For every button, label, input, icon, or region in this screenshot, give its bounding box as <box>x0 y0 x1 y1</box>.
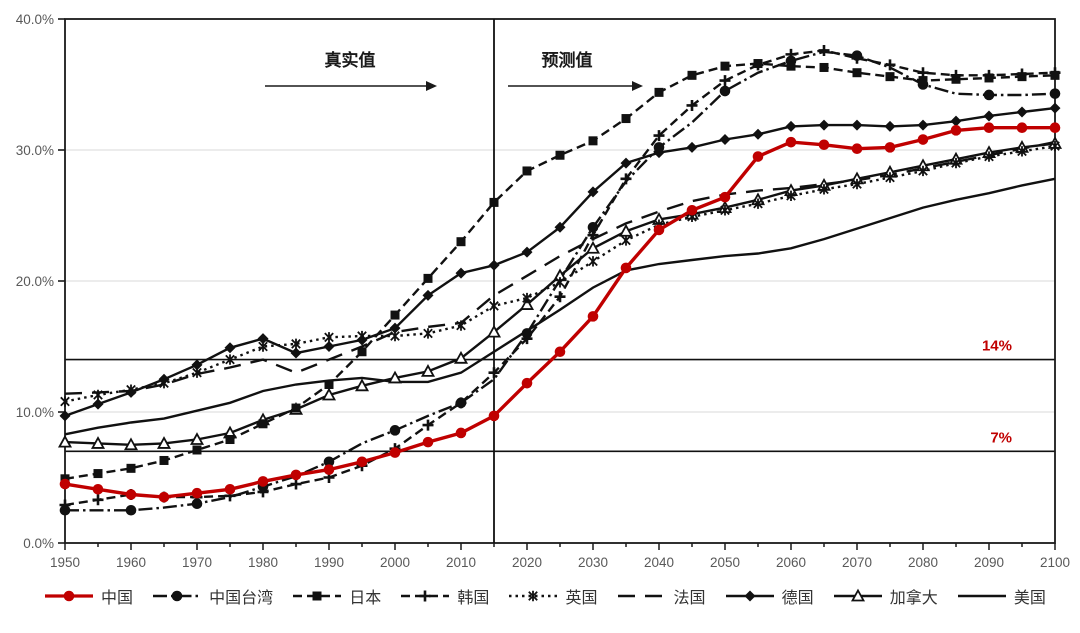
x-axis-label: 2020 <box>512 555 542 570</box>
y-axis-label: 10.0% <box>16 405 54 420</box>
x-axis-label: 2080 <box>908 555 938 570</box>
legend-item-日本: 日本 <box>292 584 381 608</box>
y-axis-label: 20.0% <box>16 274 54 289</box>
legend-label: 日本 <box>349 590 382 607</box>
series-markers-德国 <box>59 102 1061 422</box>
legend-item-中国台湾: 中国台湾 <box>152 584 273 608</box>
actual-values-arrowhead <box>426 81 437 91</box>
legend-label: 英国 <box>565 590 598 607</box>
legend-label: 法国 <box>673 590 706 607</box>
x-axis-label: 2030 <box>578 555 608 570</box>
legend-label: 加拿大 <box>889 590 938 607</box>
legend-item-法国: 法国 <box>617 584 706 608</box>
legend-swatch-法国 <box>617 594 666 598</box>
x-axis-label: 1980 <box>248 555 278 570</box>
x-axis-label: 1960 <box>116 555 146 570</box>
forecast-values-label: 预测值 <box>542 50 593 70</box>
legend-item-韩国: 韩国 <box>400 584 489 608</box>
legend-item-加拿大: 加拿大 <box>833 584 938 608</box>
x-axis-label: 2100 <box>1040 555 1070 570</box>
x-axis-label: 1970 <box>182 555 212 570</box>
x-axis-label: 2040 <box>644 555 674 570</box>
legend-item-中国: 中国 <box>44 584 133 608</box>
legend-item-英国: 英国 <box>508 584 597 608</box>
ref-label-14: 14% <box>982 338 1012 355</box>
legend-label: 中国 <box>101 590 134 607</box>
y-axis-label: 30.0% <box>16 143 54 158</box>
legend-item-美国: 美国 <box>957 584 1046 608</box>
series-markers-日本 <box>60 59 1060 484</box>
y-axis-label: 40.0% <box>16 12 54 27</box>
x-axis-label: 2010 <box>446 555 476 570</box>
legend-label: 韩国 <box>457 590 490 607</box>
series-line-中国 <box>64 126 1055 499</box>
legend-label: 美国 <box>1013 590 1046 607</box>
legend-swatch-韩国 <box>401 590 450 602</box>
x-axis-label: 1990 <box>314 555 344 570</box>
series-line-中国台湾 <box>65 50 1056 512</box>
chart-legend: 中国 中国台湾 日本 韩国 英国 法国 德国 加拿大 美国 <box>0 575 1080 625</box>
chart-plot-area: 40.0% 30.0% 20.0% 10.0% 0.0% 1950 1960 1970 1980… <box>16 12 1070 570</box>
legend-swatch-英国 <box>509 590 558 602</box>
series-markers-中国 <box>59 122 1061 503</box>
legend-swatch-德国 <box>725 590 774 602</box>
x-axis-label: 2060 <box>776 555 806 570</box>
legend-swatch-中国台湾 <box>153 590 202 602</box>
legend-swatch-中国 <box>45 590 93 602</box>
series-line-美国 <box>64 177 1056 436</box>
ref-label-7: 7% <box>990 429 1012 446</box>
legend-item-德国: 德国 <box>725 584 814 608</box>
legend-swatch-日本 <box>293 591 342 601</box>
line-chart-canvas: 40.0% 30.0% 20.0% 10.0% 0.0% 1950 1960 1970 1980… <box>16 12 1070 570</box>
x-axis-label: 2090 <box>974 555 1004 570</box>
legend-label: 德国 <box>781 590 814 607</box>
y-axis-label: 0.0% <box>23 536 54 551</box>
x-axis-label: 2050 <box>710 555 740 570</box>
legend-swatch-加拿大 <box>833 588 882 602</box>
forecast-values-arrowhead <box>632 81 643 91</box>
actual-values-label: 真实值 <box>325 50 376 70</box>
x-axis-label: 2000 <box>380 555 410 570</box>
x-axis-label: 1950 <box>50 555 80 570</box>
x-axis-label: 2070 <box>842 555 872 570</box>
legend-swatch-美国 <box>957 594 1006 598</box>
legend-label: 中国台湾 <box>209 590 274 607</box>
